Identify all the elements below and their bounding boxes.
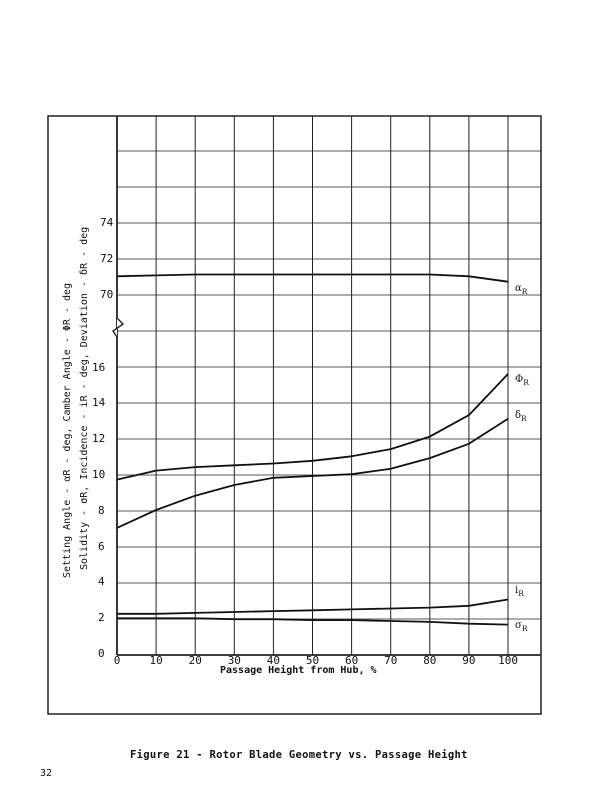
x-axis-label: Passage Height from Hub, % [220, 665, 377, 676]
y-tick-70: 70 [100, 288, 114, 301]
y-tick-4: 4 [98, 575, 105, 589]
x-tick-80: 80 [423, 654, 437, 667]
x-tick-90: 90 [462, 654, 476, 667]
curve-2 [116, 417, 509, 529]
x-tick-70: 70 [384, 654, 398, 667]
y-tick-12: 12 [92, 432, 106, 446]
x-tick-60: 60 [345, 654, 359, 667]
curve-0 [116, 273, 509, 283]
label-sigma-r: σR [515, 620, 528, 633]
y-tick-72: 72 [100, 252, 114, 266]
x-tick-0: 0 [113, 654, 121, 667]
figure-caption: Figure 21 - Rotor Blade Geometry vs. Pas… [130, 749, 468, 761]
y-tick-2: 2 [98, 611, 105, 625]
x-tick-30: 30 [227, 654, 241, 667]
y-axis-label-line1: Setting Angle - αR - deg, Camber Angle -… [62, 282, 73, 578]
x-tick-40: 40 [266, 654, 281, 667]
x-tick-100: 100 [498, 654, 518, 667]
label-alpha-r: αR [515, 283, 528, 296]
curve-3 [117, 598, 509, 615]
page-number: 32 [40, 768, 53, 779]
curve-4 [117, 617, 509, 626]
y-tick-6: 6 [98, 539, 105, 553]
x-tick-20: 20 [188, 654, 202, 667]
x-tick-10: 10 [149, 654, 163, 667]
y-tick-8: 8 [98, 503, 105, 517]
curve-1 [116, 373, 509, 481]
label-incidence-r: iR [515, 585, 524, 598]
label-delta-r: δR [515, 410, 527, 423]
curves [116, 273, 509, 626]
label-phi-r: ΦR [515, 374, 529, 387]
y-tick-10: 10 [92, 468, 106, 481]
y-axis-label-line2: Solidity - σR, Incidence - iR - deg, Dev… [79, 226, 90, 570]
y-tick-0: 0 [98, 647, 105, 660]
y-tick-14: 14 [92, 396, 106, 410]
y-tick-74: 74 [100, 216, 114, 230]
x-tick-50: 50 [305, 654, 320, 667]
y-tick-16: 16 [92, 360, 106, 374]
